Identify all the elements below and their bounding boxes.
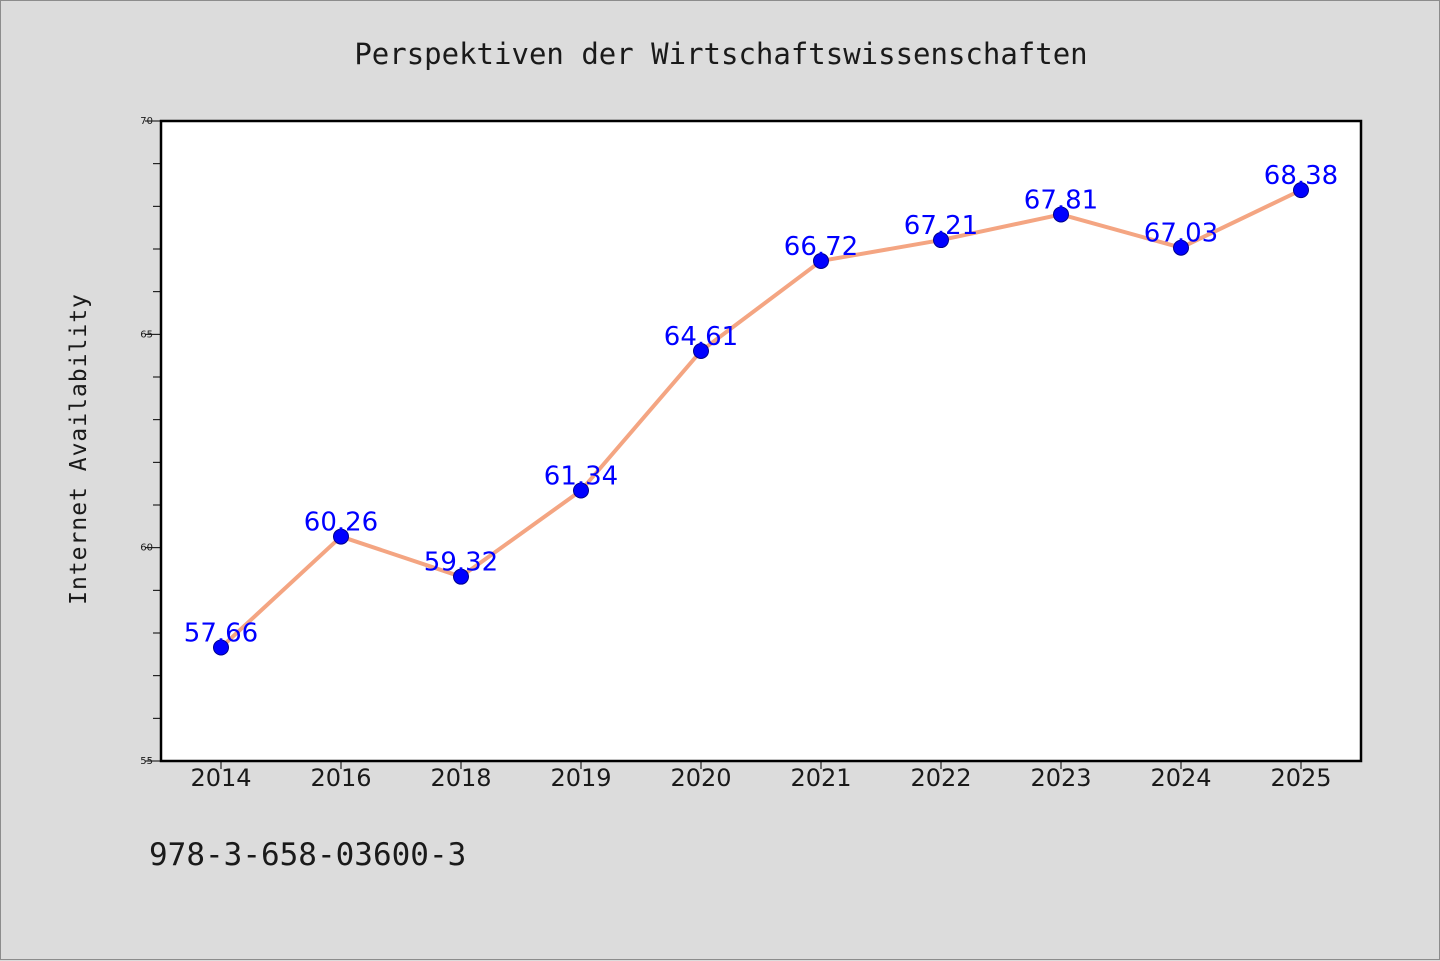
isbn-note: 978-3-658-03600-3 (149, 837, 466, 873)
x-tick-label: 2014 (190, 764, 251, 792)
data-label: 61.34 (544, 461, 618, 491)
data-label: 60.26 (304, 508, 378, 538)
data-point (1173, 239, 1189, 256)
x-tick-label: 2024 (1150, 764, 1211, 792)
x-tick-label: 2020 (670, 764, 731, 792)
data-point (453, 568, 469, 585)
plot-area (161, 121, 1361, 761)
plot-frame (159, 119, 1363, 763)
x-tick-label: 2016 (310, 764, 371, 792)
y-tick-label: 55 (140, 756, 153, 767)
data-label: 66.72 (784, 232, 858, 262)
x-tick-label: 2023 (1030, 764, 1091, 792)
data-point (1293, 182, 1309, 199)
y-axis-label: Internet Availability (66, 293, 92, 605)
series-lines (219, 188, 1303, 650)
x-tick-label: 2018 (430, 764, 491, 792)
y-minor-ticks (153, 163, 161, 719)
data-point (933, 232, 949, 249)
data-point (813, 252, 829, 269)
y-tick-label: 60 (140, 543, 153, 554)
data-label: 68.38 (1264, 161, 1338, 191)
y-axis-ticks: 55 60 65 70 (140, 116, 161, 767)
data-point (1053, 206, 1069, 223)
series-line (219, 188, 1303, 650)
data-point (213, 639, 229, 656)
x-tick-label: 2019 (550, 764, 611, 792)
x-tick-label: 2021 (790, 764, 851, 792)
data-label: 67.21 (904, 211, 978, 241)
data-point (693, 342, 709, 359)
data-labels: 57.66 60.26 59.32 61.34 64.61 66.72 67.21 67.81… (184, 161, 1338, 648)
x-tick-label: 2022 (910, 764, 971, 792)
chart-title: Perspektiven der Wirtschaftswissenschaft… (354, 37, 1087, 71)
y-tick-label: 70 (140, 116, 153, 127)
data-label: 59.32 (424, 548, 498, 578)
data-point (333, 528, 349, 545)
data-label: 64.61 (664, 322, 738, 352)
x-axis-ticks: 2014 2016 2018 2019 2020 2021 2022 2023 2024 2025 (190, 761, 1332, 792)
data-label: 57.66 (184, 619, 258, 649)
data-label: 67.03 (1144, 219, 1218, 249)
x-tick-label: 2025 (1270, 764, 1331, 792)
series-markers (213, 182, 1309, 656)
data-label: 67.81 (1024, 185, 1098, 215)
y-tick-label: 65 (140, 329, 153, 340)
data-point (573, 482, 589, 499)
